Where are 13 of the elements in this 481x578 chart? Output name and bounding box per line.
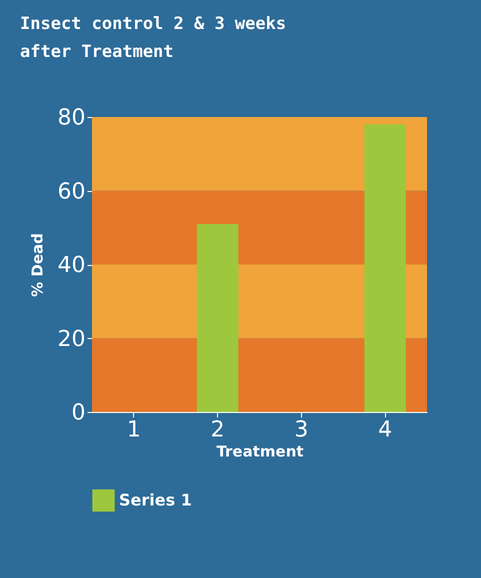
y-axis-title: % Dead: [28, 233, 47, 297]
x-tick-label: 3: [294, 418, 308, 442]
x-tick-label: 2: [210, 418, 225, 442]
x-axis-title: Treatment: [216, 442, 304, 460]
x-tick-label: 4: [378, 418, 392, 442]
y-tick-label: 60: [58, 179, 86, 204]
legend-label: Series 1: [119, 490, 192, 510]
y-tick-label: 80: [58, 106, 86, 130]
chart-title: Insect control 2 & 3 weeks after Treatment: [20, 14, 286, 62]
y-tick-label: 0: [72, 400, 86, 426]
x-tick-label: 1: [126, 418, 141, 442]
y-tick-label: 40: [58, 253, 86, 278]
y-tick-label: 20: [58, 326, 86, 352]
